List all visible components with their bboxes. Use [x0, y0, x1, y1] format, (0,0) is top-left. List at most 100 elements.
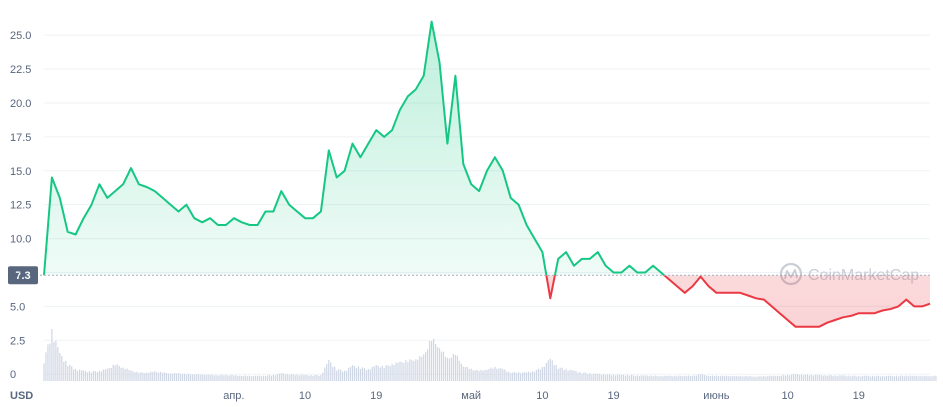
- volume-bar: [767, 376, 769, 381]
- volume-bar: [810, 374, 812, 381]
- volume-bar: [162, 372, 164, 381]
- volume-bar: [668, 375, 670, 381]
- volume-bar: [905, 375, 907, 381]
- volume-bar: [618, 374, 621, 381]
- volume-bar: [51, 329, 53, 381]
- volume-bar: [830, 375, 832, 381]
- volume-bar: [696, 375, 698, 381]
- volume-bar: [699, 374, 702, 381]
- x-axis-ticks: апр. 10 19 май 10 19 июнь 10 19: [223, 390, 865, 402]
- volume-bar: [106, 368, 108, 381]
- volume-bar: [630, 374, 632, 381]
- volume-bar: [741, 376, 743, 381]
- volume-bar: [911, 375, 913, 381]
- volume-bar: [486, 369, 488, 381]
- volume-bar: [541, 366, 543, 381]
- volume-bar: [225, 374, 227, 381]
- volume-bar: [219, 375, 221, 381]
- volume-bar: [108, 367, 110, 381]
- volume-bar: [419, 356, 421, 381]
- volume-bar: [852, 375, 854, 381]
- volume-bar: [322, 372, 324, 381]
- volume-bar: [442, 351, 445, 381]
- volume-bar: [268, 375, 271, 381]
- volume-bar: [308, 375, 310, 381]
- volume-bar: [555, 365, 557, 381]
- volume-bar: [294, 375, 296, 381]
- volume-bar: [559, 367, 561, 381]
- volume-bar: [171, 373, 174, 381]
- volume-bar: [567, 370, 569, 381]
- volume-bar: [413, 361, 415, 381]
- volume-bar: [112, 364, 114, 381]
- volume-bar: [383, 367, 385, 381]
- volume-bar: [832, 375, 834, 381]
- volume-bar: [557, 369, 559, 381]
- volume-bar: [822, 375, 824, 381]
- volume-bar: [877, 375, 880, 381]
- x-tick-label: апр.: [223, 390, 244, 402]
- volume-bar: [482, 370, 484, 381]
- volume-bar: [521, 372, 524, 381]
- volume-bar: [403, 363, 405, 381]
- volume-bar: [43, 363, 45, 381]
- volume-bar: [377, 365, 379, 381]
- volume-bar: [575, 370, 577, 381]
- volume-bar: [765, 376, 767, 381]
- volume-bar: [47, 344, 49, 381]
- volume-bar: [300, 374, 302, 381]
- volume-bar: [314, 375, 316, 381]
- volume-bar: [533, 371, 536, 381]
- volume-bar: [820, 374, 822, 381]
- volume-bar: [733, 376, 735, 381]
- volume-bar: [290, 374, 292, 381]
- y-tick-label: 7.5: [10, 267, 25, 279]
- volume-bar: [737, 376, 739, 381]
- y-tick-label: 22.5: [10, 64, 31, 76]
- volume-bar: [844, 375, 846, 381]
- volume-bar: [919, 375, 921, 381]
- volume-bar: [411, 360, 413, 381]
- volume-bar: [272, 374, 275, 381]
- volume-bar: [110, 367, 112, 381]
- volume-bar: [306, 374, 308, 381]
- volume-bar: [909, 375, 911, 381]
- volume-bar: [120, 367, 122, 381]
- volume-bar: [589, 373, 591, 381]
- volume-bar: [77, 370, 79, 381]
- volume-bar: [933, 375, 935, 381]
- volume-bar: [836, 376, 838, 381]
- volume-bar: [690, 375, 692, 381]
- volume-bar: [292, 374, 294, 381]
- volume-bar: [98, 370, 100, 381]
- volume-bar: [731, 376, 733, 381]
- volume-bar: [96, 372, 98, 381]
- volume-bar: [173, 372, 176, 381]
- volume-bar: [785, 375, 787, 381]
- volume-bar: [399, 361, 401, 381]
- volume-bar: [270, 375, 273, 381]
- volume-bar: [316, 374, 318, 381]
- volume-bar: [516, 373, 518, 381]
- volume-bar: [703, 375, 706, 381]
- volume-bar: [773, 375, 775, 381]
- volume-bar: [324, 367, 326, 381]
- volume-bar: [573, 370, 575, 381]
- price-line-below: [44, 275, 931, 328]
- volume-bar: [274, 375, 276, 381]
- volume-bar: [282, 373, 284, 381]
- volume-bar: [158, 372, 160, 381]
- volume-bar: [458, 360, 460, 381]
- volume-bar: [116, 364, 118, 381]
- volume-bar: [78, 369, 81, 381]
- volume-bar: [583, 372, 585, 381]
- volume-bar: [407, 362, 409, 381]
- volume-bar: [187, 373, 189, 381]
- volume-bar: [452, 353, 454, 381]
- volume-bar: [71, 366, 73, 381]
- volume-bar: [520, 373, 522, 381]
- volume-bar: [658, 376, 660, 381]
- volume-bar: [715, 375, 718, 381]
- volume-bar: [312, 376, 314, 381]
- volume-bar: [565, 368, 567, 381]
